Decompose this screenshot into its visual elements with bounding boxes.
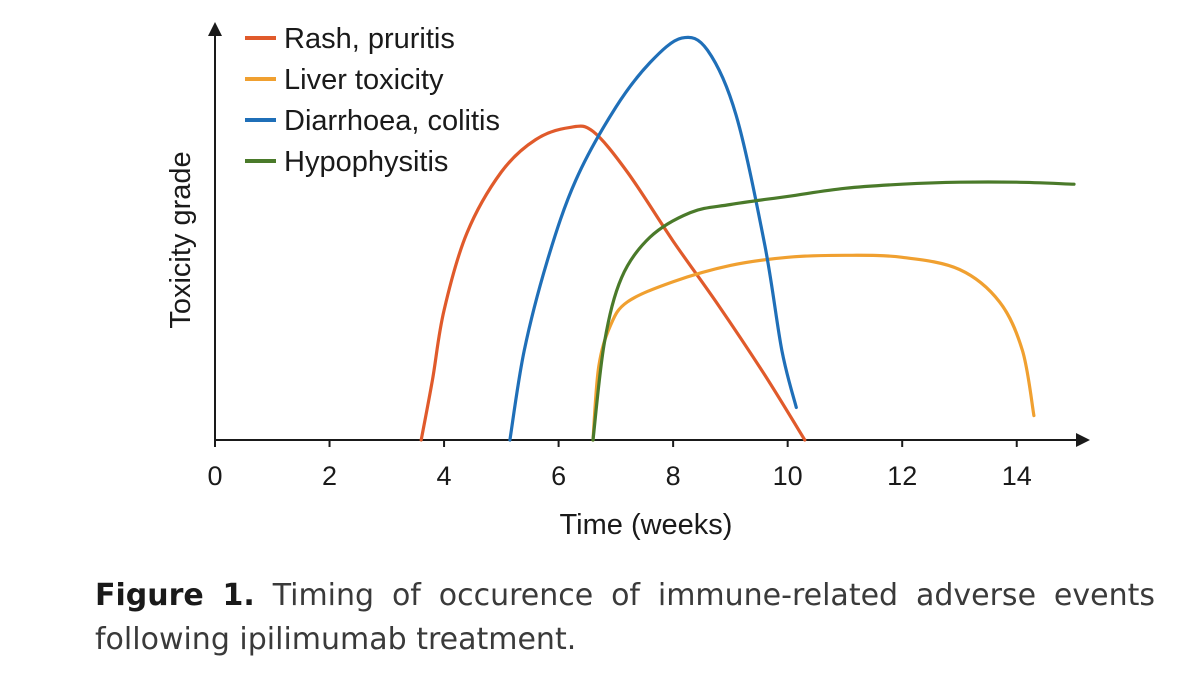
x-ticks: 0 2 4 6 8 10 12 14 — [207, 440, 1032, 491]
legend: Rash, pruritis Liver toxicity Diarrhoea, c… — [245, 23, 500, 178]
x-tick-label: 12 — [887, 461, 917, 491]
chart: 0 2 4 6 8 10 12 14 Rash, pruritis Liver toxicity… — [165, 22, 1090, 541]
y-axis-arrow — [208, 22, 222, 36]
legend-label-liver-toxicity: Liver toxicity — [284, 64, 444, 96]
axes — [208, 22, 1090, 447]
legend-label-diarrhoea-colitis: Diarrhoea, colitis — [284, 105, 500, 137]
x-axis-arrow — [1076, 433, 1090, 447]
legend-label-rash-pruritis: Rash, pruritis — [284, 23, 455, 55]
x-tick-label: 0 — [207, 461, 222, 491]
series-layer — [419, 35, 1076, 442]
x-tick-label: 2 — [322, 461, 337, 491]
series-line-diarrhoea-colitis — [508, 35, 798, 442]
x-tick-label: 14 — [1002, 461, 1032, 491]
series-line-hypophysitis — [591, 180, 1076, 442]
x-axis-title: Time (weeks) — [560, 509, 733, 541]
legend-label-hypophysitis: Hypophysitis — [284, 146, 448, 178]
y-axis-title: Toxicity grade — [165, 151, 197, 328]
series-line-liver-toxicity — [591, 253, 1036, 442]
x-tick-label: 10 — [773, 461, 803, 491]
caption-text: Timing of occurence of immune-related ad… — [95, 578, 1155, 657]
x-tick-label: 6 — [551, 461, 566, 491]
x-tick-label: 4 — [437, 461, 452, 491]
x-tick-label: 8 — [666, 461, 681, 491]
series-line-rash-pruritis — [419, 124, 807, 442]
caption-label: Figure 1. — [95, 578, 255, 613]
figure-caption: Figure 1. Timing of occurence of immune-… — [95, 574, 1155, 662]
